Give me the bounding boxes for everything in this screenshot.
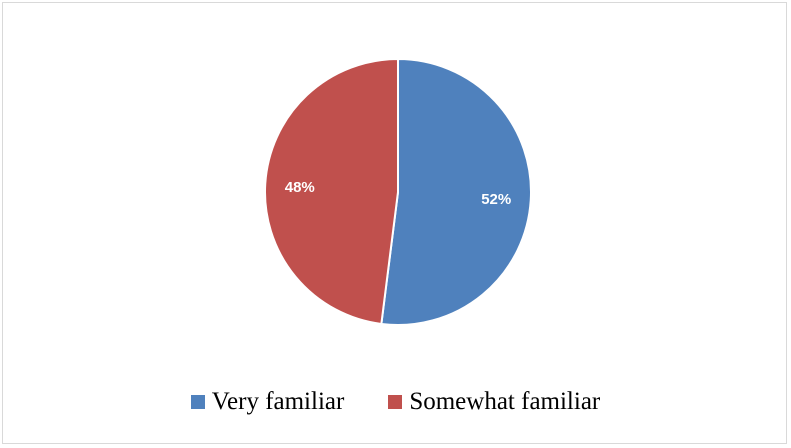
- chart-area: 52% 48% Very familiar Somewhat familiar: [2, 2, 787, 444]
- legend-label-somewhat-familiar: Somewhat familiar: [409, 388, 601, 415]
- legend-item-somewhat-familiar: Somewhat familiar: [388, 389, 600, 414]
- legend-label-very-familiar: Very familiar: [211, 388, 345, 415]
- legend-item-very-familiar: Very familiar: [190, 388, 345, 415]
- legend-swatch-very-familiar: [190, 394, 205, 409]
- legend: Very familiar Somewhat familiar: [3, 389, 788, 414]
- data-label-very-familiar: 52%: [481, 191, 511, 208]
- pie-slice-somewhat-familiar: [264, 57, 399, 326]
- pie-chart: 52% 48%: [264, 57, 532, 326]
- pie-slice-very-familiar: [380, 57, 532, 326]
- data-label-somewhat-familiar: 48%: [285, 179, 315, 196]
- legend-swatch-somewhat-familiar: [388, 394, 403, 409]
